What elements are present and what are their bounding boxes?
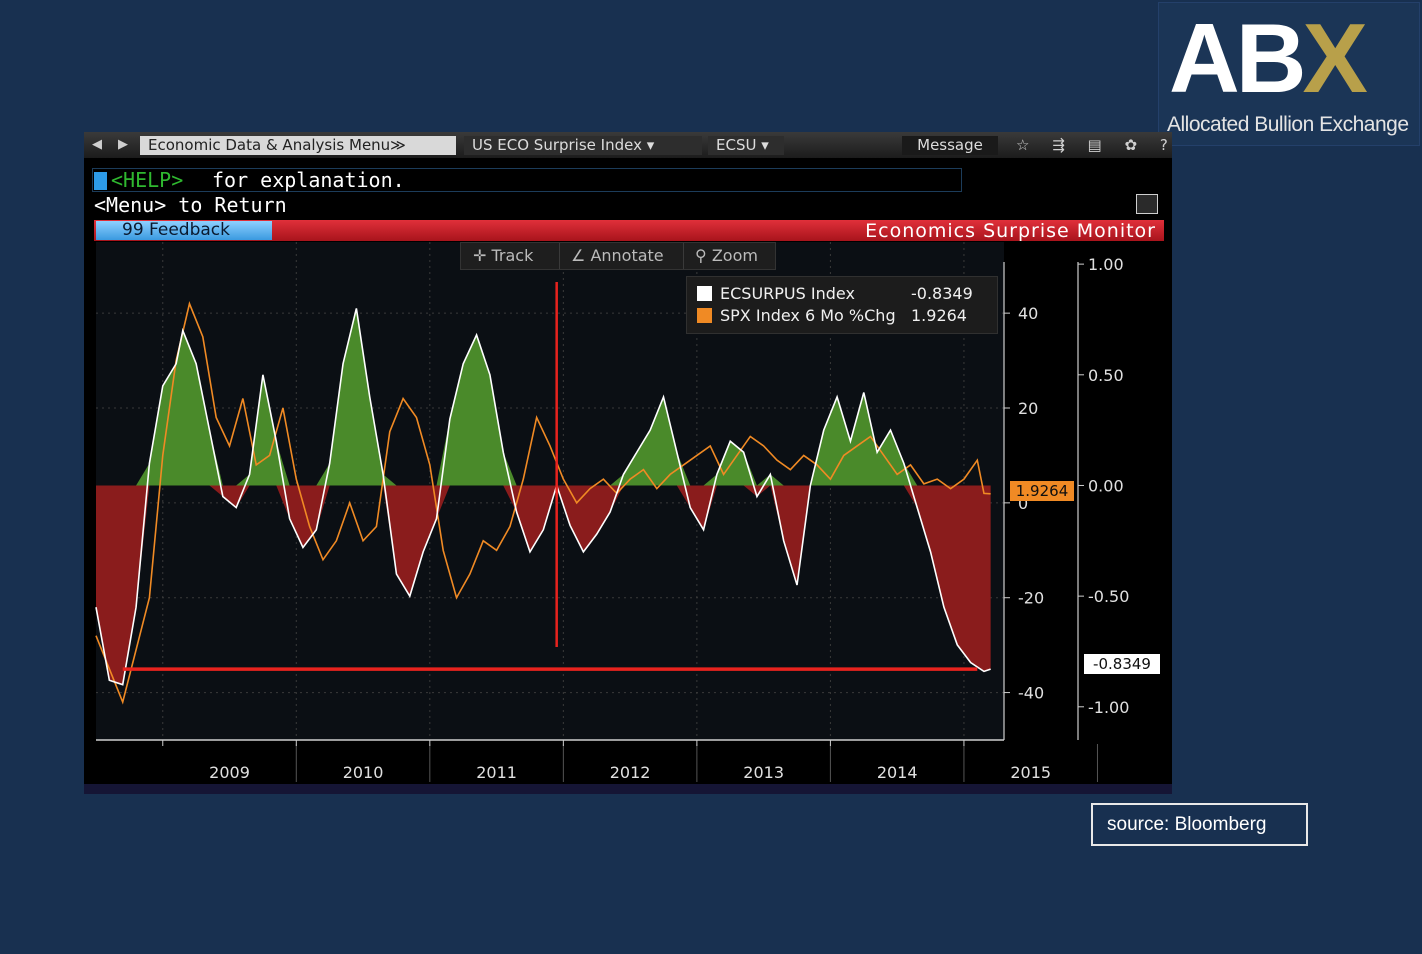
ecsu-dropdown[interactable]: ECSU ▾ <box>708 136 784 155</box>
right-axis-label: 0.50 <box>1088 366 1124 385</box>
monitor-title: Economics Surprise Monitor <box>865 220 1156 242</box>
chart-axes: 2009 2010 2011 2012 2013 2014 2015 40 20 0 -20 -40 1… <box>84 255 1172 794</box>
logo-letters: ABX <box>1169 3 1368 113</box>
left-axis-label: 20 <box>1018 399 1038 418</box>
ecsu-current-badge: -0.8349 <box>1084 654 1160 674</box>
chart-controls: ✛ Track ∠ Annotate ⚲ Zoom <box>460 242 776 270</box>
toolbar-icons[interactable]: ☆ ⇶ ▤ ✿ ? <box>1016 136 1172 154</box>
message-button[interactable]: Message <box>902 136 998 155</box>
legend-label: ECSURPUS Index <box>720 284 855 303</box>
x-tick-label: 2011 <box>476 763 517 782</box>
legend-item-ecsurpus: ECSURPUS Index <box>697 284 855 304</box>
right-axis-label: 0.00 <box>1088 476 1124 495</box>
back-arrow-icon[interactable]: ◀ <box>92 137 102 152</box>
legend-swatch <box>697 308 712 323</box>
zoom-label: Zoom <box>711 246 758 265</box>
logo-x: X <box>1302 3 1368 113</box>
right-axis-label: 1.00 <box>1088 255 1124 274</box>
cursor <box>94 172 107 190</box>
export-icon[interactable] <box>1136 194 1158 214</box>
spx-current-badge: 1.9264 <box>1010 481 1074 501</box>
x-tick-label: 2013 <box>743 763 784 782</box>
right-axis-label: -0.50 <box>1088 587 1129 606</box>
annotate-button[interactable]: ∠ Annotate <box>571 246 664 265</box>
title-banner <box>94 220 1164 241</box>
positive-surprise-area <box>96 308 991 486</box>
track-label: Track <box>491 246 534 265</box>
legend-label: SPX Index 6 Mo %Chg <box>720 306 896 325</box>
left-axis-label: 40 <box>1018 304 1038 323</box>
bloomberg-terminal: ◀ ▶ Economic Data & Analysis Menu≫ US EC… <box>84 132 1172 794</box>
forward-arrow-icon[interactable]: ▶ <box>118 137 128 152</box>
chart-legend: ECSURPUS Index -0.8349 SPX Index 6 Mo %C… <box>686 276 998 334</box>
left-axis-label: -20 <box>1018 589 1044 608</box>
legend-value: 1.9264 <box>911 306 967 325</box>
track-button[interactable]: ✛ Track <box>473 246 534 265</box>
x-tick-label: 2014 <box>877 763 918 782</box>
menu-return-text: <Menu> to Return <box>94 193 287 217</box>
help-key-text: <HELP> <box>111 168 184 192</box>
control-divider <box>683 243 684 269</box>
ecsu-line <box>95 308 991 686</box>
annotate-label: Annotate <box>590 246 664 265</box>
x-tick-label: 2010 <box>343 763 384 782</box>
menu-breadcrumb-button[interactable]: Economic Data & Analysis Menu≫ <box>140 136 456 155</box>
left-axis-label: 0 <box>1018 494 1028 513</box>
negative-surprise-area <box>96 485 991 685</box>
zoom-button[interactable]: ⚲ Zoom <box>695 246 758 265</box>
chart-lines <box>95 301 991 705</box>
right-axis-label: -1.00 <box>1088 698 1129 717</box>
chart-areas <box>96 308 991 685</box>
explanation-text: for explanation. <box>212 168 405 192</box>
logo-subtitle: Allocated Bullion Exchange <box>1167 113 1409 136</box>
chart-annotations <box>122 282 978 671</box>
legend-item-spx: SPX Index 6 Mo %Chg <box>697 306 896 326</box>
x-tick-label: 2015 <box>1010 763 1051 782</box>
surprise-index-chart[interactable]: 2009 2010 2011 2012 2013 2014 2015 40 20 0 -20 -40 1… <box>84 132 1172 794</box>
legend-value: -0.8349 <box>911 284 973 303</box>
source-caption: source: Bloomberg <box>1091 803 1308 846</box>
logo-ab: AB <box>1169 3 1307 113</box>
x-tick-label: 2012 <box>610 763 651 782</box>
spx-line <box>95 301 991 705</box>
bottom-strip <box>84 784 1172 794</box>
abx-logo: ABX Allocated Bullion Exchange <box>1158 2 1420 146</box>
legend-swatch <box>697 286 712 301</box>
feedback-button[interactable]: 99 Feedback <box>96 221 272 240</box>
index-dropdown[interactable]: US ECO Surprise Index ▾ <box>464 136 702 155</box>
x-tick-label: 2009 <box>209 763 250 782</box>
command-line-input[interactable] <box>92 168 962 192</box>
left-axis-label: -40 <box>1018 684 1044 703</box>
toolbar: ◀ ▶ Economic Data & Analysis Menu≫ US EC… <box>84 132 1172 158</box>
control-divider <box>559 243 560 269</box>
